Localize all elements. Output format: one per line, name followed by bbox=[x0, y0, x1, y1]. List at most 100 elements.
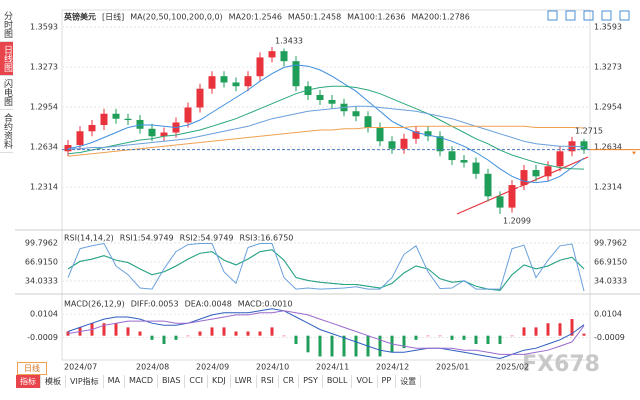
sidebar: 分时图 日线图 闪电图 合约资料 bbox=[0, 8, 14, 153]
toolbar-item[interactable]: LWR bbox=[231, 375, 257, 388]
period-tab[interactable]: 日线 bbox=[17, 362, 47, 375]
x-tick-label: 2024/10 bbox=[256, 363, 289, 372]
last-price-arrow bbox=[632, 151, 636, 155]
macd-bar bbox=[186, 335, 190, 337]
macd-bar bbox=[450, 335, 454, 340]
macd-bar bbox=[402, 335, 406, 349]
series-line bbox=[68, 105, 585, 150]
toolbar-item[interactable]: 设置 bbox=[396, 375, 422, 388]
candle-body bbox=[292, 61, 300, 87]
toolbar-item[interactable]: MACD bbox=[125, 375, 159, 388]
candle-body bbox=[232, 82, 240, 87]
sidebar-tab[interactable]: 合约资料 bbox=[0, 110, 13, 153]
legend-item: 英镑美元 bbox=[63, 12, 96, 22]
series-line bbox=[67, 308, 585, 360]
candle-body bbox=[388, 141, 396, 149]
macd-bar bbox=[282, 335, 286, 337]
series-line bbox=[67, 125, 585, 157]
legend-item: [日线] bbox=[102, 12, 124, 22]
series-line bbox=[67, 64, 585, 184]
sidebar-tab[interactable]: 闪电图 bbox=[0, 76, 13, 110]
candle-body bbox=[244, 76, 252, 87]
icon[interactable] bbox=[565, 10, 576, 21]
sidebar-tab[interactable]: 日线图 bbox=[0, 42, 13, 76]
macd-bar bbox=[534, 327, 538, 336]
macd-bar bbox=[498, 335, 502, 344]
candle-body bbox=[76, 131, 84, 146]
toolbar-icons[interactable] bbox=[547, 10, 630, 21]
candle-body bbox=[520, 170, 528, 186]
macd-bar bbox=[222, 327, 226, 336]
icon[interactable] bbox=[547, 10, 558, 21]
y-tick-label: 34.0333 bbox=[25, 277, 58, 286]
legend-item: MACD:0.0010 bbox=[238, 300, 293, 309]
trend-line bbox=[456, 156, 589, 215]
candle-body bbox=[208, 76, 216, 89]
icon[interactable] bbox=[583, 10, 594, 21]
toolbar-item[interactable]: MA bbox=[104, 375, 126, 388]
macd-bar bbox=[378, 335, 382, 357]
candle-body bbox=[580, 141, 588, 150]
icon[interactable] bbox=[619, 10, 630, 21]
macd-bar bbox=[294, 335, 298, 344]
y-tick-label: 1.2314 bbox=[30, 183, 58, 192]
toolbar-item[interactable]: 指标 bbox=[16, 375, 41, 388]
legend-item: RSI(14,14,2) bbox=[64, 234, 114, 243]
candle-body bbox=[496, 196, 504, 208]
macd-bar bbox=[462, 335, 466, 340]
macd-bar bbox=[258, 331, 262, 336]
price-annotation: 1.3433 bbox=[275, 37, 303, 46]
sidebar-tab[interactable]: 分时图 bbox=[0, 8, 13, 42]
toolbar-item[interactable]: RSI bbox=[257, 375, 279, 388]
macd-bar bbox=[138, 331, 142, 336]
macd-bar bbox=[558, 323, 562, 336]
toolbar-item[interactable]: VIP指标 bbox=[66, 375, 104, 388]
legend-item: MA100:1.2636 bbox=[347, 13, 405, 22]
candle-body bbox=[316, 94, 324, 100]
candle-body bbox=[112, 113, 120, 119]
toolbar-item[interactable]: BIAS bbox=[158, 375, 186, 388]
candle-body bbox=[364, 116, 372, 128]
candle-body bbox=[508, 185, 516, 208]
candle-body bbox=[472, 162, 480, 174]
y-tick-label: 66.9150 bbox=[594, 258, 627, 267]
x-tick-label: 2024/07 bbox=[64, 363, 97, 372]
y-tick-label: 1.3273 bbox=[30, 63, 58, 72]
toolbar-item[interactable]: KDJ bbox=[208, 375, 231, 388]
toolbar-item[interactable]: PP bbox=[378, 375, 397, 388]
candle-body bbox=[268, 51, 276, 58]
candle-body bbox=[100, 113, 108, 126]
toolbar-item[interactable]: CCI bbox=[185, 375, 208, 388]
legend-item: RSI3:16.6750 bbox=[240, 234, 294, 243]
y-tick-label: 1.2634 bbox=[30, 143, 58, 152]
candle-body bbox=[544, 166, 552, 177]
plot-frame bbox=[61, 9, 591, 361]
toolbar-item[interactable]: CR bbox=[279, 375, 300, 388]
toolbar-item[interactable]: PSY bbox=[299, 375, 323, 388]
candle-body bbox=[400, 138, 408, 149]
series-line bbox=[67, 249, 585, 291]
macd-bar bbox=[126, 327, 130, 336]
x-tick-label: 2024/08 bbox=[136, 363, 169, 372]
candle-body bbox=[160, 132, 168, 137]
macd-bar bbox=[546, 323, 550, 336]
candle-body bbox=[460, 160, 468, 163]
macd-bar bbox=[66, 331, 70, 336]
macd-bar bbox=[510, 335, 514, 337]
macd-bar bbox=[438, 335, 442, 337]
candle-body bbox=[124, 118, 132, 121]
icon[interactable] bbox=[601, 10, 612, 21]
toolbar: 指标 模板 VIP指标 MA MACD BIAS CCI KDJ LWR RSI CR PSY BOLL… bbox=[16, 375, 422, 388]
toolbar-item[interactable]: BOLL bbox=[323, 375, 353, 388]
macd-bar bbox=[150, 335, 154, 340]
candle-body bbox=[532, 170, 540, 177]
y-tick-label: 1.2314 bbox=[594, 183, 622, 192]
macd-bar bbox=[354, 335, 358, 357]
candle-body bbox=[556, 151, 564, 167]
macd-bar bbox=[486, 335, 490, 344]
toolbar-item[interactable]: 模板 bbox=[41, 375, 66, 388]
toolbar-item[interactable]: VOL bbox=[352, 375, 378, 388]
legend-item: DEA:0.0048 bbox=[185, 300, 232, 309]
